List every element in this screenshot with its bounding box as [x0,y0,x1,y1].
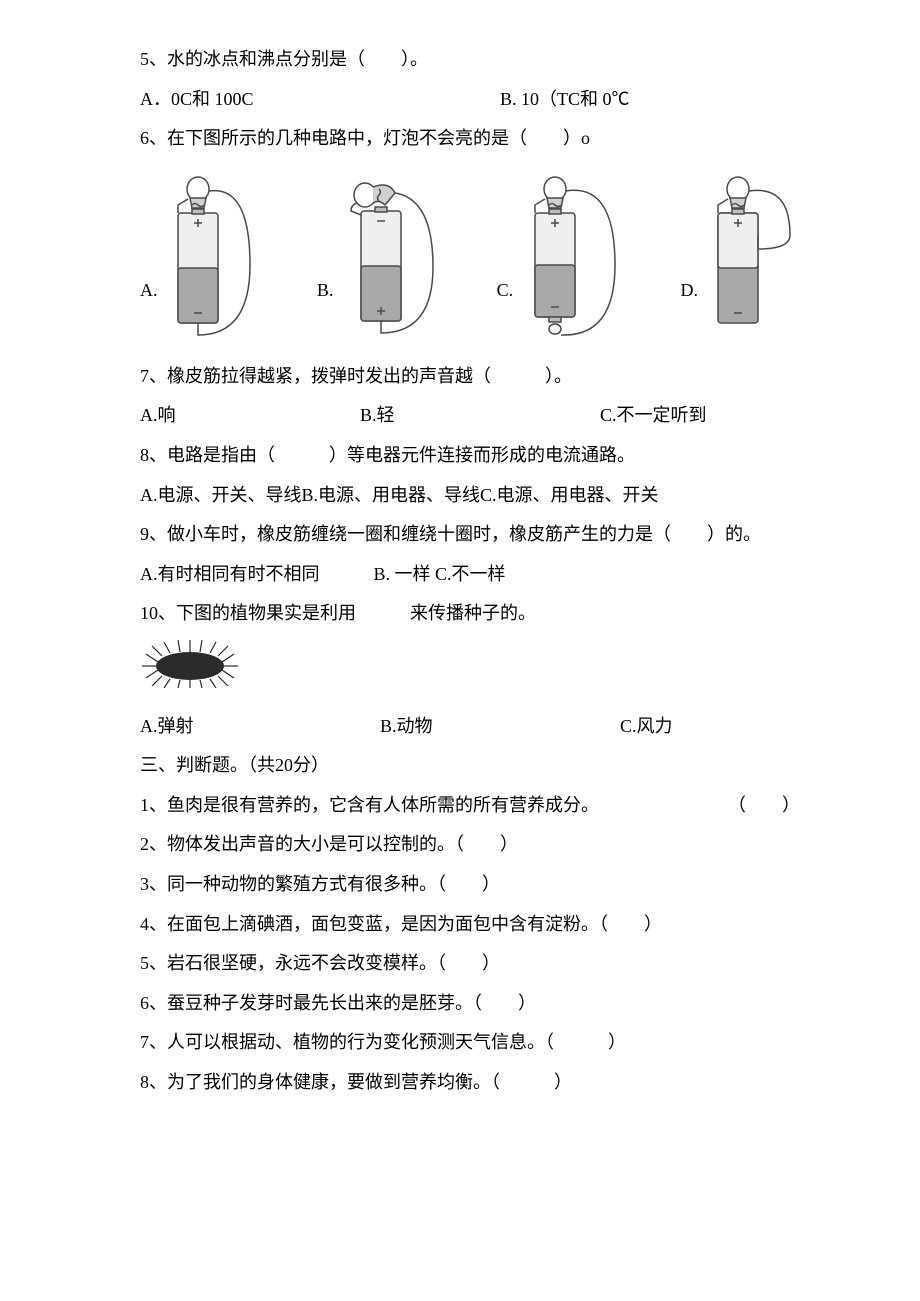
q6-label-d: D. [680,271,698,311]
q10-opt-b: B.动物 [380,707,620,747]
q9-stem: 9、做小车时，橡皮筋缠绕一圈和缠绕十圈时，橡皮筋产生的力是（ ）的。 [140,515,800,555]
q10-figure [140,640,800,703]
q6-label-a: A. [140,271,158,311]
judge-item-6: 6、蚕豆种子发芽时最先长出来的是胚芽。（ ） [140,984,800,1024]
judge-item-3: 3、同一种动物的繁殖方式有很多种。（ ） [140,865,800,905]
q6-label-b: B. [317,271,334,311]
q7-opt-b: B.轻 [360,396,600,436]
q5-opt-a: A．0C和 100C [140,80,500,120]
circuit-d-icon [704,175,800,345]
q7-options: A.响 B.轻 C.不一定听到 [140,396,800,436]
q10-stem: 10、下图的植物果实是利用 来传播种子的。 [140,594,800,634]
q10-opt-a: A.弹射 [140,707,380,747]
q8-options: A.电源、开关、导线B.电源、用电器、导线C.电源、用电器、开关 [140,476,800,516]
q6-label-c: C. [497,271,514,311]
judge-item-2: 2、物体发出声音的大小是可以控制的。（ ） [140,825,800,865]
q7-opt-c: C.不一定听到 [600,396,707,436]
q10-options: A.弹射 B.动物 C.风力 [140,707,800,747]
q10-opt-c: C.风力 [620,707,673,747]
q5-stem: 5、水的冰点和沸点分别是（ ）。 [140,40,800,80]
judge-item-8: 8、为了我们的身体健康，要做到营养均衡。（ ） [140,1063,800,1103]
judge-item-1-text: 1、鱼肉是很有营养的，它含有人体所需的所有营养成分。 [140,786,680,826]
section3-title: 三、判断题。（共20分） [140,746,800,786]
judge-item-5: 5、岩石很坚硬，永远不会改变模样。（ ） [140,944,800,984]
circuit-b-icon [339,175,439,345]
judge-item-4: 4、在面包上滴碘酒，面包变蓝，是因为面包中含有淀粉。（ ） [140,905,800,945]
seed-burr-icon [140,640,240,688]
q6-circuit-c: C. [497,175,624,345]
q6-circuit-d: D. [680,175,800,345]
judge-item-1: 1、鱼肉是很有营养的，它含有人体所需的所有营养成分。 （ ） [140,786,800,826]
circuit-c-icon [519,175,623,345]
q6-stem: 6、在下图所示的几种电路中，灯泡不会亮的是（ ）o [140,119,800,159]
q5-opt-b: B. 10（TC和 0℃ [500,80,630,120]
judge-item-1-slot: （ ） [680,786,800,826]
q6-figure-row: A. B. [140,175,800,345]
circuit-a-icon [164,175,260,345]
q5-options: A．0C和 100C B. 10（TC和 0℃ [140,80,800,120]
q8-stem: 8、电路是指由（ ）等电器元件连接而形成的电流通路。 [140,436,800,476]
judge-item-7: 7、人可以根据动、植物的行为变化预测天气信息。（ ） [140,1023,800,1063]
q9-options: A.有时相同有时不相同 B. 一样 C.不一样 [140,555,800,595]
q6-circuit-b: B. [317,175,440,345]
q6-circuit-a: A. [140,175,260,345]
q7-opt-a: A.响 [140,396,360,436]
q7-stem: 7、橡皮筋拉得越紧，拨弹时发出的声音越（ ）。 [140,357,800,397]
